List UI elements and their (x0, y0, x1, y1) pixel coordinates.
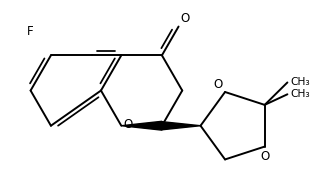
Text: O: O (180, 12, 189, 25)
Text: O: O (260, 150, 269, 163)
Text: O: O (123, 118, 133, 131)
Text: F: F (27, 25, 34, 38)
Polygon shape (121, 121, 162, 130)
Text: CH₃: CH₃ (290, 89, 310, 99)
Text: O: O (214, 78, 223, 91)
Polygon shape (162, 122, 201, 130)
Text: CH₃: CH₃ (290, 77, 310, 87)
